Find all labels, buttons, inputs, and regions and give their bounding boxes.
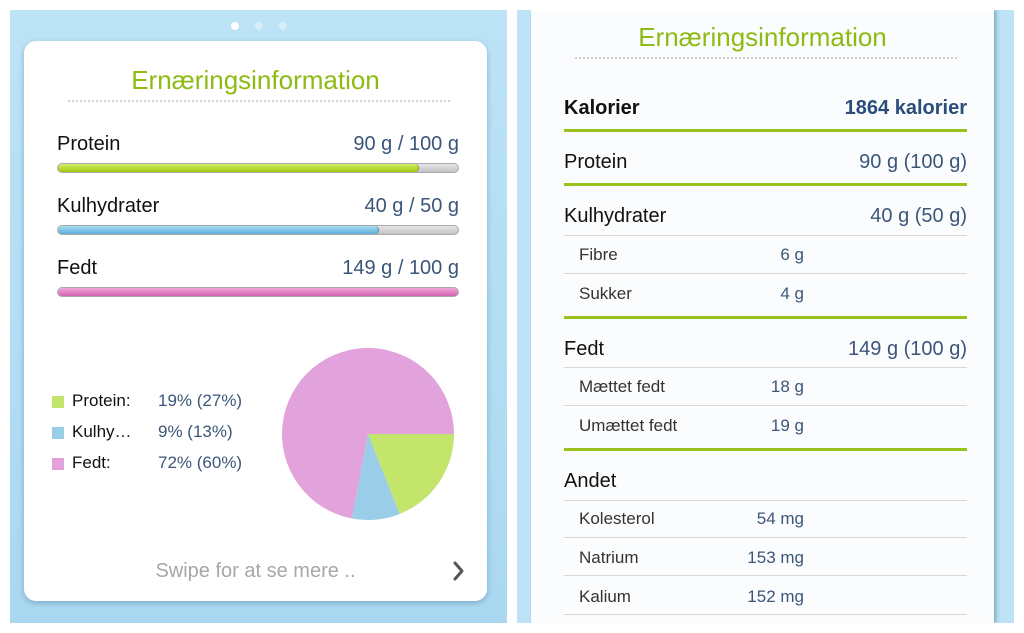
row-divider — [564, 405, 967, 406]
legend-item-carbs: Kulhy… 9% (13%) — [52, 422, 262, 453]
page-dot-2[interactable] — [254, 22, 263, 30]
legend-item-fat: Fedt: 72% (60%) — [52, 453, 262, 484]
section-divider — [564, 448, 967, 451]
sub-label: Natrium — [579, 548, 639, 567]
nutrient-label: Fedt — [57, 257, 98, 279]
nutrient-label: Kulhydrater — [57, 195, 160, 217]
carbs-label: Kulhydrater — [564, 205, 667, 227]
other-label: Andet — [564, 470, 617, 492]
nutrition-card[interactable]: Ernæringsinformation Protein 90 g / 100 … — [24, 41, 487, 601]
detail-sheet[interactable]: Ernæringsinformation Kalorier 1864 kalor… — [531, 10, 994, 623]
row-divider — [564, 575, 967, 576]
nutrient-value: 90 g / 100 g — [353, 133, 459, 155]
nutrient-value: 40 g / 50 g — [364, 195, 459, 217]
legend-value: 19% (27%) — [158, 391, 243, 410]
card-title: Ernæringsinformation — [131, 65, 380, 95]
overview-panel: Ernæringsinformation Protein 90 g / 100 … — [10, 10, 507, 623]
progress-fill — [58, 288, 458, 296]
sub-value: 6 g — [780, 245, 804, 264]
progress-bar — [57, 225, 459, 235]
chevron-right-icon[interactable] — [451, 559, 467, 583]
calories-value: 1864 kalorier — [844, 97, 967, 119]
row-divider — [564, 537, 967, 538]
calories-label: Kalorier — [564, 97, 640, 119]
title-divider — [68, 100, 450, 102]
row-divider — [564, 273, 967, 274]
sub-value: 4 g — [780, 284, 804, 303]
row-divider — [564, 235, 967, 236]
progress-bar — [57, 163, 459, 173]
legend-label: Kulhy… — [72, 422, 132, 441]
pie-slice-protein — [368, 434, 454, 514]
progress-fill — [58, 164, 419, 172]
protein-label: Protein — [564, 151, 628, 173]
fat-label: Fedt — [564, 338, 605, 360]
pie-slice-fedt — [282, 348, 454, 519]
macro-pie-chart — [282, 348, 454, 520]
sub-label: Kolesterol — [579, 509, 655, 528]
section-divider — [564, 316, 967, 319]
fat-value: 149 g (100 g) — [848, 338, 967, 360]
legend-swatch — [52, 427, 64, 439]
progress-bar — [57, 287, 459, 297]
row-divider — [564, 500, 967, 501]
carbs-value: 40 g (50 g) — [870, 205, 967, 227]
pie-slice-kulhy — [351, 434, 400, 520]
nutrient-value: 149 g / 100 g — [342, 257, 459, 279]
sub-value: 19 g — [770, 416, 804, 435]
swipe-hint: Swipe for at se mere .. — [155, 560, 356, 582]
sub-value: 153 mg — [747, 548, 804, 567]
detail-title: Ernæringsinformation — [638, 22, 887, 52]
detail-panel: Ernæringsinformation Kalorier 1864 kalor… — [517, 10, 1014, 623]
sub-label: Umættet fedt — [579, 416, 678, 435]
protein-value: 90 g (100 g) — [859, 151, 967, 173]
row-divider — [564, 367, 967, 368]
sub-label: Fibre — [579, 245, 618, 264]
section-divider — [564, 183, 967, 186]
legend-label: Fedt: — [72, 453, 111, 472]
sub-label: Kalium — [579, 587, 631, 606]
nutrient-label: Protein — [57, 133, 121, 155]
row-divider — [564, 614, 967, 615]
page-dot-1[interactable] — [230, 22, 239, 30]
legend-value: 72% (60%) — [158, 453, 243, 472]
pie-legend: Protein: 19% (27%) Kulhy… 9% (13%) Fedt:… — [52, 391, 262, 484]
progress-fill — [58, 226, 379, 234]
sub-label: Sukker — [579, 284, 632, 303]
sub-value: 152 mg — [747, 587, 804, 606]
legend-item-protein: Protein: 19% (27%) — [52, 391, 262, 422]
section-divider — [564, 129, 967, 132]
sub-value: 18 g — [770, 377, 804, 396]
legend-value: 9% (13%) — [158, 422, 233, 441]
page-dot-3[interactable] — [278, 22, 287, 30]
page-indicator[interactable] — [10, 17, 507, 35]
sub-label: Mættet fedt — [579, 377, 665, 396]
legend-label: Protein: — [72, 391, 131, 410]
sub-value: 54 mg — [756, 509, 804, 528]
legend-swatch — [52, 458, 64, 470]
title-divider — [575, 57, 957, 59]
legend-swatch — [52, 396, 64, 408]
